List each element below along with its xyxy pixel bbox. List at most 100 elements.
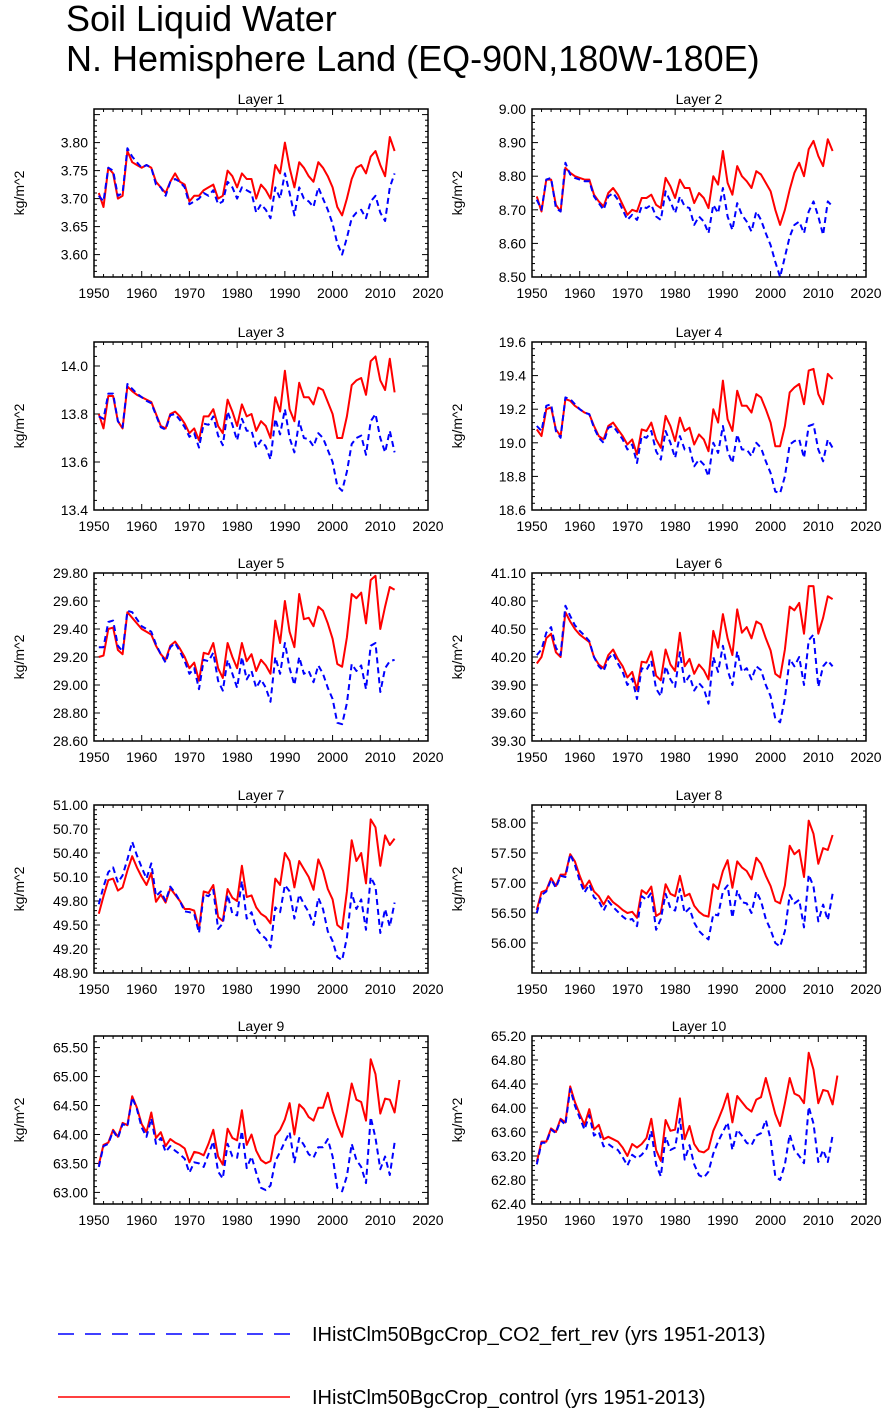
x-tick-label: 1960 <box>564 981 595 997</box>
y-tick-label: 28.80 <box>53 705 88 721</box>
y-axis-label: kg/m^2 <box>11 403 27 448</box>
y-tick-label: 13.8 <box>61 406 88 422</box>
x-tick-label: 2010 <box>365 981 396 997</box>
x-tick-label: 1980 <box>660 1212 691 1228</box>
y-tick-label: 29.20 <box>53 649 88 665</box>
x-tick-label: 1980 <box>222 518 253 534</box>
chart-title: Layer 2 <box>676 91 723 107</box>
x-tick-label: 1970 <box>174 518 205 534</box>
plot-frame <box>93 108 429 278</box>
x-tick-label: 2000 <box>755 749 786 765</box>
x-tick-label: 1950 <box>78 749 109 765</box>
y-tick-label: 64.80 <box>491 1052 526 1068</box>
y-tick-label: 51.00 <box>53 797 88 813</box>
x-tick-label: 1950 <box>516 285 547 301</box>
x-tick-label: 2010 <box>365 749 396 765</box>
y-tick-label: 56.50 <box>491 905 526 921</box>
y-tick-label: 48.90 <box>53 965 88 981</box>
y-tick-label: 29.40 <box>53 621 88 637</box>
y-tick-label: 19.2 <box>499 401 526 417</box>
legend-label: IHistClm50BgcCrop_control (yrs 1951-2013… <box>312 1387 706 1409</box>
x-tick-label: 1970 <box>174 1212 205 1228</box>
x-tick-label: 1970 <box>174 981 205 997</box>
x-tick-label: 2020 <box>850 1212 881 1228</box>
y-tick-label: 29.60 <box>53 593 88 609</box>
y-tick-label: 49.50 <box>53 917 88 933</box>
x-tick-label: 1980 <box>660 518 691 534</box>
chart-title: Layer 8 <box>676 787 723 803</box>
y-tick-label: 65.50 <box>53 1040 88 1056</box>
x-tick-label: 1980 <box>222 749 253 765</box>
x-tick-label: 1970 <box>612 981 643 997</box>
y-tick-label: 3.60 <box>61 247 88 263</box>
x-tick-label: 2010 <box>365 1212 396 1228</box>
x-tick-label: 2020 <box>850 518 881 534</box>
x-tick-label: 2010 <box>365 285 396 301</box>
y-tick-label: 3.65 <box>61 219 88 235</box>
series-line-control <box>535 819 834 919</box>
y-tick-label: 13.4 <box>61 502 88 518</box>
chart-panel-4: Layer 4 kg/m^2 1950 1960 1970 1980 1990 2000 201… <box>449 324 882 534</box>
x-tick-label: 2010 <box>803 285 834 301</box>
y-axis-label: kg/m^2 <box>11 866 27 911</box>
series-line-control <box>535 367 834 456</box>
x-tick-label: 2010 <box>803 749 834 765</box>
x-tick-label: 1970 <box>612 1212 643 1228</box>
x-tick-label: 1990 <box>707 518 738 534</box>
x-tick-label: 2000 <box>317 285 348 301</box>
x-tick-label: 2000 <box>317 1212 348 1228</box>
x-tick-label: 1980 <box>660 749 691 765</box>
y-tick-label: 28.60 <box>53 733 88 749</box>
y-axis-label: kg/m^2 <box>11 1097 27 1142</box>
y-tick-label: 19.4 <box>499 368 526 384</box>
y-axis-label: kg/m^2 <box>11 170 27 215</box>
chart-title: Layer 5 <box>238 555 285 571</box>
y-tick-label: 50.40 <box>53 845 88 861</box>
y-tick-label: 50.70 <box>53 821 88 837</box>
y-tick-label: 64.40 <box>491 1076 526 1092</box>
figure-title-line-1: Soil Liquid Water <box>66 0 337 39</box>
y-axis-label: kg/m^2 <box>449 866 465 911</box>
y-tick-label: 9.00 <box>499 101 526 117</box>
x-tick-label: 1970 <box>612 285 643 301</box>
x-tick-label: 1960 <box>564 1212 595 1228</box>
legend-label: IHistClm50BgcCrop_CO2_fert_rev (yrs 1951… <box>312 1324 766 1346</box>
x-tick-label: 1950 <box>516 749 547 765</box>
series-line-control <box>535 1051 839 1163</box>
x-tick-label: 1960 <box>126 1212 157 1228</box>
chart-panel-9: Layer 9 kg/m^2 1950 1960 1970 1980 1990 2000 201… <box>11 1018 444 1228</box>
x-tick-label: 2000 <box>317 518 348 534</box>
y-tick-label: 29.00 <box>53 677 88 693</box>
y-tick-label: 8.70 <box>499 202 526 218</box>
x-tick-label: 1960 <box>126 285 157 301</box>
figure-title-line-2: N. Hemisphere Land (EQ-90N,180W-180E) <box>66 38 760 79</box>
x-tick-label: 1980 <box>222 981 253 997</box>
chart-panel-6: Layer 6 kg/m^2 1950 1960 1970 1980 1990 2000 201… <box>449 555 882 765</box>
y-tick-label: 57.50 <box>491 845 526 861</box>
y-tick-label: 39.60 <box>491 705 526 721</box>
y-tick-label: 3.75 <box>61 163 88 179</box>
chart-title: Layer 1 <box>238 91 285 107</box>
y-tick-label: 63.00 <box>53 1184 88 1200</box>
x-tick-label: 1990 <box>269 981 300 997</box>
y-tick-label: 8.60 <box>499 235 526 251</box>
y-tick-label: 49.20 <box>53 941 88 957</box>
plot-frame <box>531 572 867 742</box>
series-line-control <box>97 355 396 442</box>
x-tick-label: 2010 <box>803 981 834 997</box>
x-tick-label: 1990 <box>269 285 300 301</box>
x-tick-label: 1960 <box>564 285 595 301</box>
series-line-co2-fert-rev <box>98 383 396 492</box>
x-tick-label: 1980 <box>660 981 691 997</box>
y-axis-label: kg/m^2 <box>449 1097 465 1142</box>
series-line-co2-fert-rev <box>98 147 396 256</box>
x-tick-label: 1990 <box>707 285 738 301</box>
y-tick-label: 50.10 <box>53 869 88 885</box>
x-tick-label: 2000 <box>755 1212 786 1228</box>
x-tick-label: 1990 <box>707 749 738 765</box>
y-tick-label: 40.20 <box>491 649 526 665</box>
plot-frame <box>531 341 867 511</box>
y-tick-label: 3.70 <box>61 191 88 207</box>
x-tick-label: 1970 <box>174 749 205 765</box>
